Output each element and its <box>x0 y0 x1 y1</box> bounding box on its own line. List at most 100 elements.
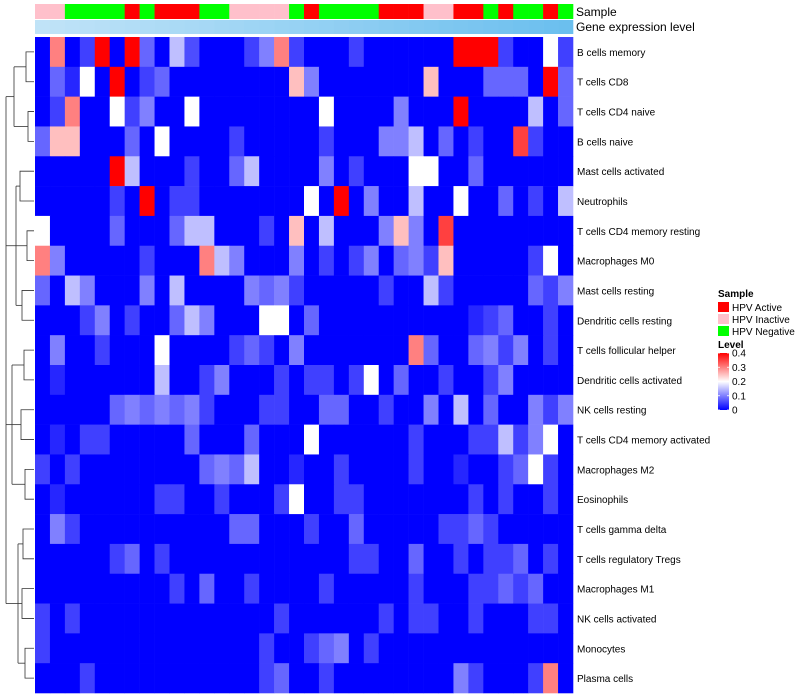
heatmap-cell <box>274 156 290 187</box>
heatmap-cell <box>229 394 245 425</box>
heatmap-cell <box>378 454 394 485</box>
heatmap-cell <box>378 186 394 217</box>
heatmap-cell <box>423 663 439 694</box>
expression-annotation-cell <box>513 20 529 34</box>
heatmap-cell <box>483 275 499 306</box>
heatmap-cell <box>543 603 559 634</box>
heatmap-cell <box>124 454 140 485</box>
heatmap-cell <box>229 245 245 276</box>
expression-annotation-cell <box>378 20 394 34</box>
heatmap-cell <box>304 484 320 515</box>
heatmap-cell <box>483 454 499 485</box>
dendrogram-branch <box>24 647 34 679</box>
row-label: Macrophages M1 <box>577 585 655 596</box>
expression-annotation-cell <box>393 20 409 34</box>
expression-annotation-cell <box>274 20 290 34</box>
heatmap-cell <box>408 484 424 515</box>
heatmap-cell <box>408 126 424 157</box>
heatmap-cell <box>363 215 380 247</box>
heatmap-cell <box>438 365 454 396</box>
heatmap-cell <box>259 573 275 604</box>
expression-annotation-cell <box>543 20 559 34</box>
heatmap-cell <box>289 424 305 455</box>
heatmap-cell <box>139 454 155 485</box>
heatmap-cell <box>94 186 111 217</box>
heatmap-cell <box>498 215 514 247</box>
heatmap-cell <box>393 484 409 515</box>
heatmap-cell <box>49 603 66 634</box>
dendrogram-branch <box>26 230 34 262</box>
heatmap-cell <box>333 663 350 694</box>
heatmap-cell <box>378 96 394 127</box>
heatmap-cell <box>318 126 335 157</box>
heatmap-cell <box>378 603 394 634</box>
sample-legend-swatch <box>718 302 729 312</box>
heatmap-cell <box>453 156 469 187</box>
heatmap-cell <box>528 424 544 455</box>
sample-annotation-cell <box>139 4 155 19</box>
expression-annotation-cell <box>94 20 111 34</box>
heatmap-cell <box>109 37 125 68</box>
heatmap-cell <box>259 156 275 187</box>
heatmap-cell <box>304 305 320 336</box>
heatmap-cell <box>94 603 111 634</box>
heatmap-cell <box>378 305 394 336</box>
heatmap-cell <box>64 365 81 396</box>
heatmap-cell <box>528 245 544 276</box>
heatmap-cell <box>498 37 514 68</box>
heatmap-cell <box>35 514 51 545</box>
heatmap-cell <box>244 365 260 396</box>
heatmap-cell <box>79 275 96 306</box>
heatmap-cell <box>184 275 200 306</box>
heatmap-cell <box>259 484 275 515</box>
heatmap-cell <box>393 66 409 97</box>
level-legend: Level 0.4 0.3 0.2 0.1 0 <box>718 340 746 417</box>
row-label: Neutrophils <box>577 197 628 208</box>
expression-annotation-cell <box>154 20 170 34</box>
heatmap-cell <box>393 633 409 664</box>
heatmap-cell <box>94 305 111 336</box>
heatmap-cell <box>453 215 469 247</box>
heatmap-cell <box>423 365 439 396</box>
heatmap-cell <box>154 96 170 127</box>
heatmap-cell <box>558 573 574 604</box>
heatmap-cell <box>468 663 484 694</box>
row-label: B cells memory <box>577 48 645 59</box>
heatmap-cell <box>378 126 394 157</box>
heatmap-cell <box>244 215 260 247</box>
heatmap-cell <box>49 365 66 396</box>
heatmap-cell <box>64 484 81 515</box>
heatmap-cell <box>64 275 81 306</box>
dendrogram-branch <box>20 409 34 440</box>
heatmap-cell <box>333 215 350 247</box>
heatmap-cell <box>214 275 230 306</box>
expression-annotation-cell <box>363 20 380 34</box>
heatmap-cell <box>259 663 275 694</box>
heatmap-cell <box>453 573 469 604</box>
heatmap-cell <box>363 305 380 336</box>
sample-legend-label: HPV Active <box>732 303 782 314</box>
heatmap-cell <box>438 424 454 455</box>
heatmap-cell <box>109 603 125 634</box>
heatmap-cell <box>333 573 350 604</box>
heatmap-cell <box>468 96 484 127</box>
heatmap-cells <box>35 37 574 694</box>
heatmap-cell <box>558 454 574 485</box>
heatmap-cell <box>214 156 230 187</box>
expression-annotation-cell <box>169 20 185 34</box>
heatmap-cell <box>229 663 245 694</box>
sample-annotation-cell <box>438 4 454 19</box>
dendrogram-branch <box>25 51 34 83</box>
heatmap-cell <box>274 663 290 694</box>
heatmap-cell <box>483 96 499 127</box>
heatmap-cell <box>408 424 424 455</box>
heatmap-cell <box>453 96 469 127</box>
heatmap-cell <box>259 514 275 545</box>
heatmap-cell <box>244 484 260 515</box>
heatmap-cell <box>333 335 350 366</box>
sample-annotation-cell <box>229 4 245 19</box>
heatmap-cell <box>498 484 514 515</box>
heatmap-cell <box>468 305 484 336</box>
heatmap-cell <box>49 186 66 217</box>
heatmap-cell <box>109 514 125 545</box>
